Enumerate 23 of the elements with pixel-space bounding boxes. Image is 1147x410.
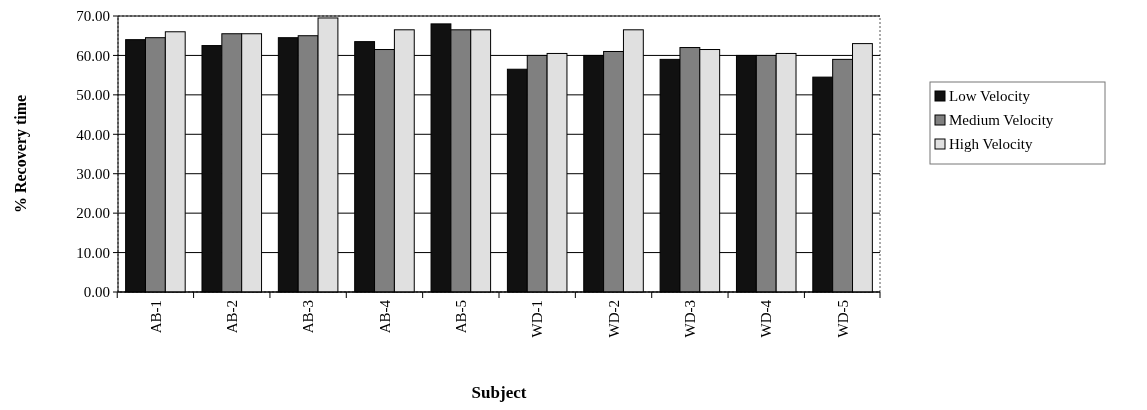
x-tick-label: AB-4	[376, 299, 393, 334]
x-tick-label: AB-2	[224, 300, 241, 334]
y-tick-label: 10.00	[76, 244, 110, 261]
y-tick-label: 60.00	[76, 47, 110, 64]
x-tick-label: AB-1	[147, 300, 164, 334]
x-tick-label: AB-5	[453, 300, 470, 334]
y-tick-label: 20.00	[76, 205, 110, 222]
x-axis-title: Subject	[471, 383, 527, 402]
x-tick-label: WD-5	[834, 300, 851, 338]
x-tick-label: WD-4	[758, 299, 775, 338]
y-tick-label: 40.00	[76, 126, 110, 143]
y-tick-label: 30.00	[76, 165, 110, 182]
x-tick-label: AB-3	[300, 300, 317, 334]
x-tick-label: WD-3	[682, 300, 699, 338]
y-tick-label: 0.00	[83, 284, 110, 301]
legend-label: Low Velocity	[949, 88, 1031, 105]
legend-label: Medium Velocity	[949, 112, 1054, 129]
y-tick-label: 50.00	[76, 87, 110, 104]
y-axis-title: % Recovery time	[12, 94, 30, 214]
y-tick-label: 70.00	[76, 8, 110, 25]
legend-label: High Velocity	[949, 136, 1033, 153]
x-tick-label: WD-1	[529, 300, 546, 338]
x-tick-label: WD-2	[605, 300, 622, 338]
